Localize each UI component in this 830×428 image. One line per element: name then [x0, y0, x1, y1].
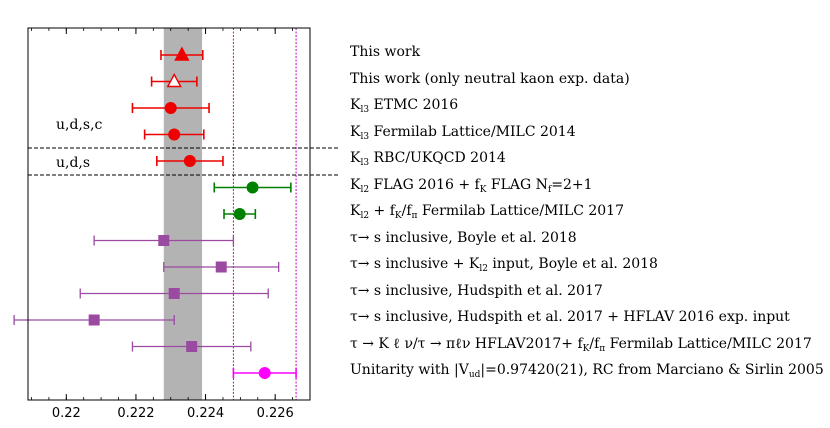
x-tick-label-1: 0.222	[117, 406, 154, 421]
legend-label-neutral-kaon: This work (only neutral kaon exp. data)	[350, 70, 630, 87]
axes-frame	[27, 27, 311, 401]
data-point-6	[233, 208, 246, 220]
legend-entry-kl2-flag: Kl2 FLAG 2016 + fK FLAG Nf=2+1	[350, 177, 593, 198]
data-point-7	[158, 235, 170, 246]
group-label-uds: u,d,s	[56, 155, 90, 171]
x-tick-label-3: 0.226	[257, 406, 294, 421]
data-point-10	[88, 314, 100, 326]
data-point-2	[164, 102, 177, 114]
plot-area: u,d,s,c u,d,s 0.22 0.222 0.224 0.226	[13, 27, 338, 421]
group-label-udsc: u,d,s,c	[56, 117, 103, 133]
legend-label-kl3-rbc: Kl3 RBC/UKQCD 2014	[350, 150, 506, 168]
legend-entry-tau-k-pi: τ → K ℓ ν/τ → πℓν HFLAV2017+ fK/fπ Fermi…	[350, 336, 812, 357]
legend-entry-tau-boyle: τ→ s inclusive, Boyle et al. 2018	[350, 230, 577, 246]
legend-entry-tau-hudspith: τ→ s inclusive, Hudspith et al. 2017	[350, 283, 603, 299]
legend-label-kl2-fermilab: Kl2 + fK/fπ Fermilab Lattice/MILC 2017	[350, 203, 624, 221]
legend-entry-unitarity: Unitarity with |Vud|=0.97420(21), RC fro…	[350, 362, 824, 383]
legend-label-tau-hudspith: τ→ s inclusive, Hudspith et al. 2017	[350, 282, 603, 299]
data-point-11	[186, 341, 198, 352]
legend-entry-kl3-rbc: Kl3 RBC/UKQCD 2014	[350, 150, 506, 171]
data-point-8	[215, 261, 227, 273]
legend-label-unitarity: Unitarity with |Vud|=0.97420(21), RC fro…	[350, 362, 824, 380]
legend-label-tau-k-pi: τ → K ℓ ν/τ → πℓν HFLAV2017+ fK/fπ Fermi…	[350, 335, 812, 354]
x-tick-label-2: 0.224	[187, 406, 224, 421]
legend-label-this-work: This work	[350, 44, 421, 60]
legend: This work This work (only neutral kaon e…	[350, 44, 828, 384]
data-point-4	[183, 155, 196, 167]
legend-entry-tau-boyle-kl2: τ→ s inclusive + Kl2 input, Boyle et al.…	[350, 256, 658, 277]
data-point-12	[258, 367, 271, 379]
legend-entry-kl3-fermilab: Kl3 Fermilab Lattice/MILC 2014	[350, 124, 576, 145]
legend-label-kl3-etmc: Kl3 ETMC 2016	[350, 97, 459, 115]
data-point-5	[246, 181, 259, 194]
legend-label-tau-boyle: τ→ s inclusive, Boyle et al. 2018	[350, 229, 577, 246]
x-tick-label-0: 0.22	[52, 406, 81, 421]
legend-entry-neutral-kaon: This work (only neutral kaon exp. data)	[350, 71, 630, 87]
legend-label-tau-hudspith-hflav: τ→ s inclusive, Hudspith et al. 2017 + H…	[350, 309, 790, 325]
legend-entry-kl2-fermilab: Kl2 + fK/fπ Fermilab Lattice/MILC 2017	[350, 203, 624, 224]
legend-entry-tau-hudspith-hflav: τ→ s inclusive, Hudspith et al. 2017 + H…	[350, 309, 790, 325]
legend-label-kl3-fermilab: Kl3 Fermilab Lattice/MILC 2014	[350, 123, 576, 142]
legend-entry-this-work: This work	[350, 44, 420, 60]
data-point-9	[168, 288, 180, 299]
data-point-0	[174, 46, 190, 61]
legend-label-kl2-flag: Kl2 FLAG 2016 + fK FLAG Nf=2+1	[350, 176, 593, 195]
data-point-3	[168, 128, 181, 141]
legend-label-tau-boyle-kl2: τ→ s inclusive + Kl2 input, Boyle et al.…	[350, 256, 658, 274]
data-point-1	[166, 73, 182, 88]
legend-entry-kl3-etmc: Kl3 ETMC 2016	[350, 97, 458, 118]
result-band	[163, 28, 203, 400]
